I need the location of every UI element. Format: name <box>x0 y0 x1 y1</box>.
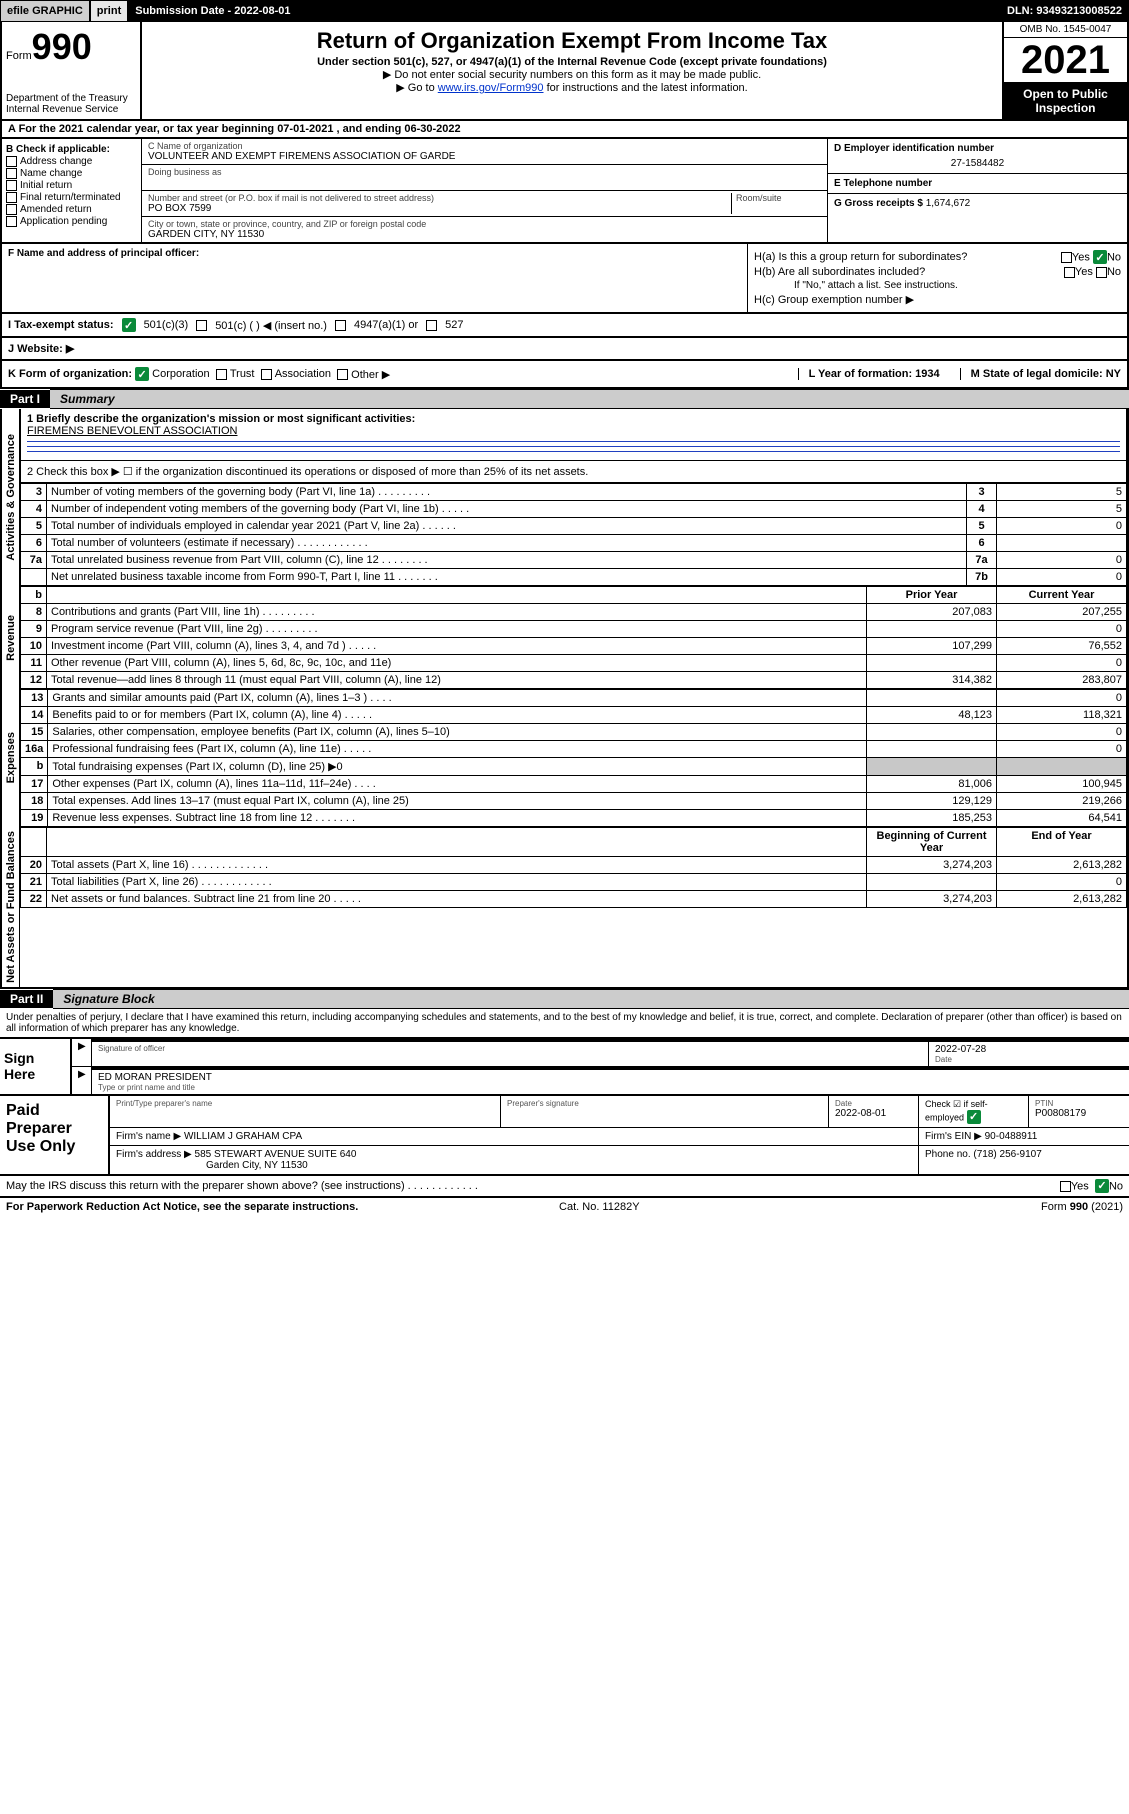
instructions-link[interactable]: www.irs.gov/Form990 <box>438 82 544 94</box>
expenses-table: 13Grants and similar amounts paid (Part … <box>20 689 1127 827</box>
activities-governance-section: Activities & Governance 1 Briefly descri… <box>0 409 1129 586</box>
print-button[interactable]: print <box>90 0 128 22</box>
form-ref: Form 990 (2021) <box>1041 1201 1123 1213</box>
sign-here-block: Sign Here ▶ Signature of officer 2022-07… <box>0 1037 1129 1096</box>
form-note-2: ▶ Go to www.irs.gov/Form990 for instruct… <box>152 81 992 94</box>
dln-label: DLN: 93493213008522 <box>1000 0 1129 22</box>
governance-table: 3Number of voting members of the governi… <box>20 483 1127 586</box>
ptin: P00808179 <box>1035 1108 1123 1119</box>
section-deg: D Employer identification number 27-1584… <box>827 139 1127 242</box>
check-icon: ✓ <box>967 1110 981 1124</box>
check-icon: ✓ <box>1095 1179 1109 1193</box>
org-name: VOLUNTEER AND EXEMPT FIREMENS ASSOCIATIO… <box>148 151 821 162</box>
check-icon: ✓ <box>1093 250 1107 264</box>
check-icon: ✓ <box>122 318 136 332</box>
top-toolbar: efile GRAPHIC print Submission Date - 20… <box>0 0 1129 22</box>
checkbox-icon[interactable] <box>6 204 17 215</box>
mission-block: 1 Briefly describe the organization's mi… <box>20 409 1127 461</box>
checkbox-icon[interactable] <box>6 168 17 179</box>
open-public-badge: Open to Public Inspection <box>1004 83 1127 119</box>
page-footer: For Paperwork Reduction Act Notice, see … <box>0 1198 1129 1216</box>
gross-receipts: 1,674,672 <box>926 198 971 209</box>
checkbox-icon[interactable] <box>6 180 17 191</box>
section-k-l-m: K Form of organization: ✓ Corporation Tr… <box>0 361 1129 389</box>
cat-no: Cat. No. 11282Y <box>559 1201 640 1213</box>
firm-addr: 585 STEWART AVENUE SUITE 640 <box>195 1149 357 1160</box>
form-number: Form990 <box>6 26 136 68</box>
sign-date: 2022-07-28 <box>935 1044 1123 1055</box>
efile-label: efile GRAPHIC <box>0 0 90 22</box>
tax-year: 2021 <box>1004 38 1127 83</box>
section-f-h: F Name and address of principal officer:… <box>0 244 1129 314</box>
penalty-statement: Under penalties of perjury, I declare th… <box>0 1009 1129 1037</box>
checkbox-icon[interactable] <box>6 192 17 203</box>
revenue-section: Revenue bPrior YearCurrent Year8Contribu… <box>0 586 1129 689</box>
discuss-row: May the IRS discuss this return with the… <box>0 1176 1129 1198</box>
submission-date: Submission Date - 2022-08-01 <box>128 0 1000 22</box>
part-2-header: Part II Signature Block <box>0 989 1129 1009</box>
year-formation: L Year of formation: 1934 <box>798 368 940 380</box>
omb-number: OMB No. 1545-0047 <box>1004 22 1127 38</box>
check-icon: ✓ <box>135 367 149 381</box>
section-b: B Check if applicable: Address change Na… <box>2 139 142 242</box>
org-city: GARDEN CITY, NY 11530 <box>148 229 821 240</box>
form-header: Form990 Department of the Treasury Inter… <box>0 22 1129 121</box>
firm-phone: (718) 256-9107 <box>973 1149 1041 1160</box>
part-1-header: Part I Summary <box>0 389 1129 409</box>
form-subtitle: Under section 501(c), 527, or 4947(a)(1)… <box>152 56 992 68</box>
firm-ein: 90-0488911 <box>985 1131 1038 1142</box>
mission-text: FIREMENS BENEVOLENT ASSOCIATION <box>27 425 1120 437</box>
form-title: Return of Organization Exempt From Incom… <box>152 28 992 54</box>
section-c: C Name of organization VOLUNTEER AND EXE… <box>142 139 827 242</box>
checkbox-icon[interactable] <box>6 216 17 227</box>
firm-name: WILLIAM J GRAHAM CPA <box>184 1131 302 1142</box>
section-i: I Tax-exempt status: ✓501(c)(3) 501(c) (… <box>0 314 1129 338</box>
expenses-section: Expenses 13Grants and similar amounts pa… <box>0 689 1129 827</box>
dept-treasury: Department of the Treasury Internal Reve… <box>6 93 136 115</box>
net-assets-table: Beginning of Current YearEnd of Year20To… <box>20 827 1127 908</box>
entity-block: B Check if applicable: Address change Na… <box>0 139 1129 244</box>
line-a: A For the 2021 calendar year, or tax yea… <box>0 121 1129 139</box>
section-j: J Website: ▶ <box>0 338 1129 361</box>
net-assets-section: Net Assets or Fund Balances Beginning of… <box>0 827 1129 989</box>
form-note-1: ▶ Do not enter social security numbers o… <box>152 68 992 81</box>
paid-preparer-block: Paid Preparer Use Only Print/Type prepar… <box>0 1096 1129 1176</box>
ein-value: 27-1584482 <box>834 154 1121 169</box>
org-street: PO BOX 7599 <box>148 203 731 214</box>
revenue-table: bPrior YearCurrent Year8Contributions an… <box>20 586 1127 689</box>
state-domicile: M State of legal domicile: NY <box>960 368 1121 380</box>
officer-name: ED MORAN PRESIDENT <box>98 1072 1123 1083</box>
checkbox-icon[interactable] <box>6 156 17 167</box>
